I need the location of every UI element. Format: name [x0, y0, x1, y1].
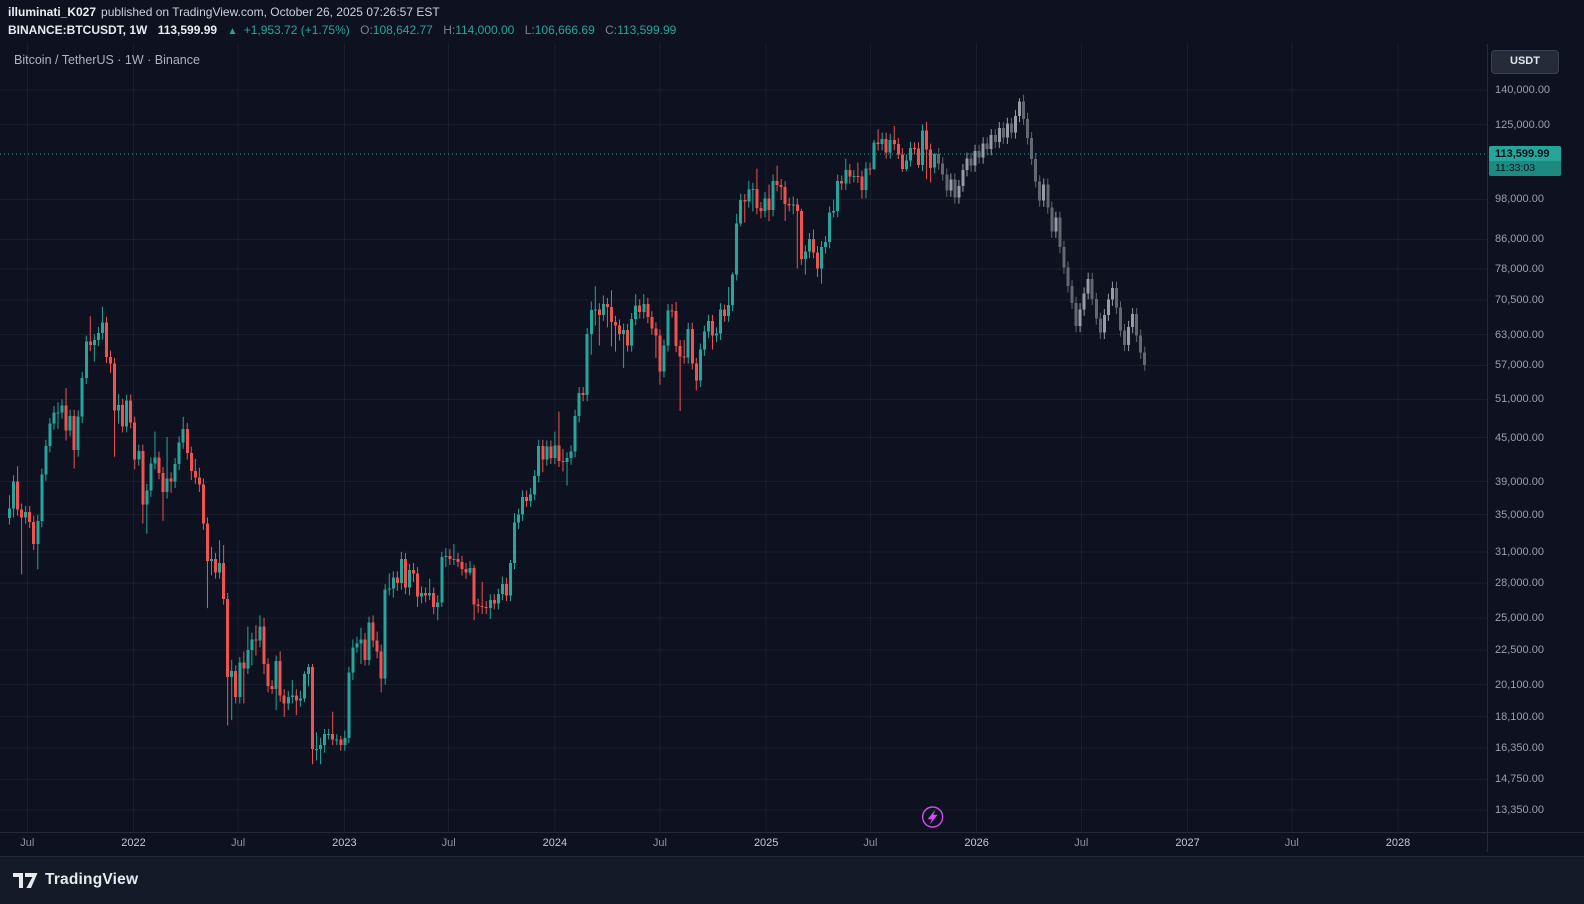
low-value: 106,666.69: [534, 23, 595, 37]
price-tick-label: 70,500.00: [1495, 294, 1544, 307]
price-tick-label: 45,000.00: [1495, 431, 1544, 444]
open-value: 108,642.77: [372, 23, 433, 37]
close-value: 113,599.99: [617, 23, 677, 37]
time-tick-label: Jul: [652, 837, 667, 849]
price-tick-label: 140,000.00: [1495, 84, 1551, 96]
time-tick-label: 2028: [1385, 837, 1411, 849]
lightning-icon: [927, 809, 938, 825]
currency-toggle-button[interactable]: USDT: [1491, 50, 1559, 74]
price-tick-label: 63,000.00: [1495, 328, 1544, 341]
tradingview-logo[interactable]: TradingView: [13, 871, 138, 889]
published-text: published on TradingView.com, October 26…: [101, 5, 440, 19]
low-label: L:: [524, 23, 535, 37]
bar-countdown: 11:33:03: [1489, 161, 1561, 177]
price-tick-label: 125,000.00: [1495, 118, 1551, 131]
price-tick-label: 22,500.00: [1495, 644, 1544, 657]
time-axis[interactable]: Jul 2022 Jul 2023 Jul 2024 Jul 2025 Jul 2026 Jul 20…: [0, 833, 1487, 855]
current-price-value: 113,599.99: [1489, 146, 1561, 162]
time-tick-label: 2023: [332, 837, 357, 849]
price-tick-label: 39,000.00: [1495, 475, 1544, 488]
time-tick-label: Jul: [1074, 837, 1089, 849]
tradingview-wordmark: TradingView: [45, 871, 139, 888]
time-axis-border: [0, 832, 1584, 833]
price-tick-label: 28,000.00: [1495, 577, 1544, 590]
time-tick-label: 2027: [1175, 837, 1200, 849]
idea-lightning-marker[interactable]: [921, 806, 944, 828]
author-name: illuminati_K027: [8, 5, 97, 19]
price-tick-label: 35,000.00: [1495, 508, 1544, 521]
price-tick-label: 57,000.00: [1495, 359, 1544, 372]
symbol-status-line: BINANCE:BTCUSDT, 1W 113,599.99 ▲ +1,953.…: [8, 23, 683, 37]
high-value: 114,000.00: [455, 23, 515, 37]
time-tick-label: Jul: [20, 837, 35, 849]
time-tick-label: 2022: [121, 837, 146, 849]
time-tick-label: Jul: [231, 837, 246, 849]
chart-legend[interactable]: Bitcoin / TetherUS · 1W · Binance: [14, 53, 200, 67]
close-label: C:: [605, 23, 618, 37]
time-tick-label: Jul: [1284, 837, 1299, 849]
time-tick-label: Jul: [863, 837, 878, 849]
time-tick-label: 2025: [753, 837, 779, 849]
symbol-name: BINANCE:BTCUSDT, 1W: [8, 23, 148, 37]
published-idea-header: illuminati_K027 published on TradingView.…: [0, 0, 1584, 44]
time-tick-label: Jul: [441, 837, 456, 849]
price-tick-label: 78,000.00: [1495, 263, 1544, 276]
last-price: 113,599.99: [157, 23, 218, 37]
high-label: H:: [443, 23, 456, 37]
publication-line: illuminati_K027 published on TradingView.…: [8, 5, 440, 19]
price-tick-label: 98,000.00: [1495, 193, 1544, 206]
price-tick-label: 20,100.00: [1495, 678, 1544, 691]
footer-bar: TradingView: [0, 856, 1584, 904]
price-tick-label: 86,000.00: [1495, 233, 1544, 246]
price-axis[interactable]: USDT 140,000.00 125,000.00 98,000.00 86,000…: [1487, 44, 1584, 852]
price-tick-label: 16,350.00: [1495, 741, 1544, 754]
price-tick-label: 51,000.00: [1495, 393, 1544, 406]
open-label: O:: [360, 23, 373, 37]
change-arrow-icon: ▲: [227, 26, 238, 37]
price-tick-label: 14,750.00: [1495, 773, 1544, 786]
time-tick-label: 2026: [964, 837, 989, 849]
price-tick-label: 18,100.00: [1495, 710, 1544, 723]
candlestick-chart[interactable]: [0, 44, 1487, 832]
price-tick-label: 31,000.00: [1495, 545, 1544, 558]
price-tick-label: 13,350.00: [1495, 804, 1544, 816]
price-tick-label: 25,000.00: [1495, 611, 1544, 624]
tradingview-logo-icon: [13, 872, 38, 888]
current-price-badge: 113,599.99 11:33:03: [1489, 146, 1561, 177]
time-tick-label: 2024: [542, 837, 568, 849]
change-value: +1,953.72 (+1.75%): [243, 23, 350, 37]
